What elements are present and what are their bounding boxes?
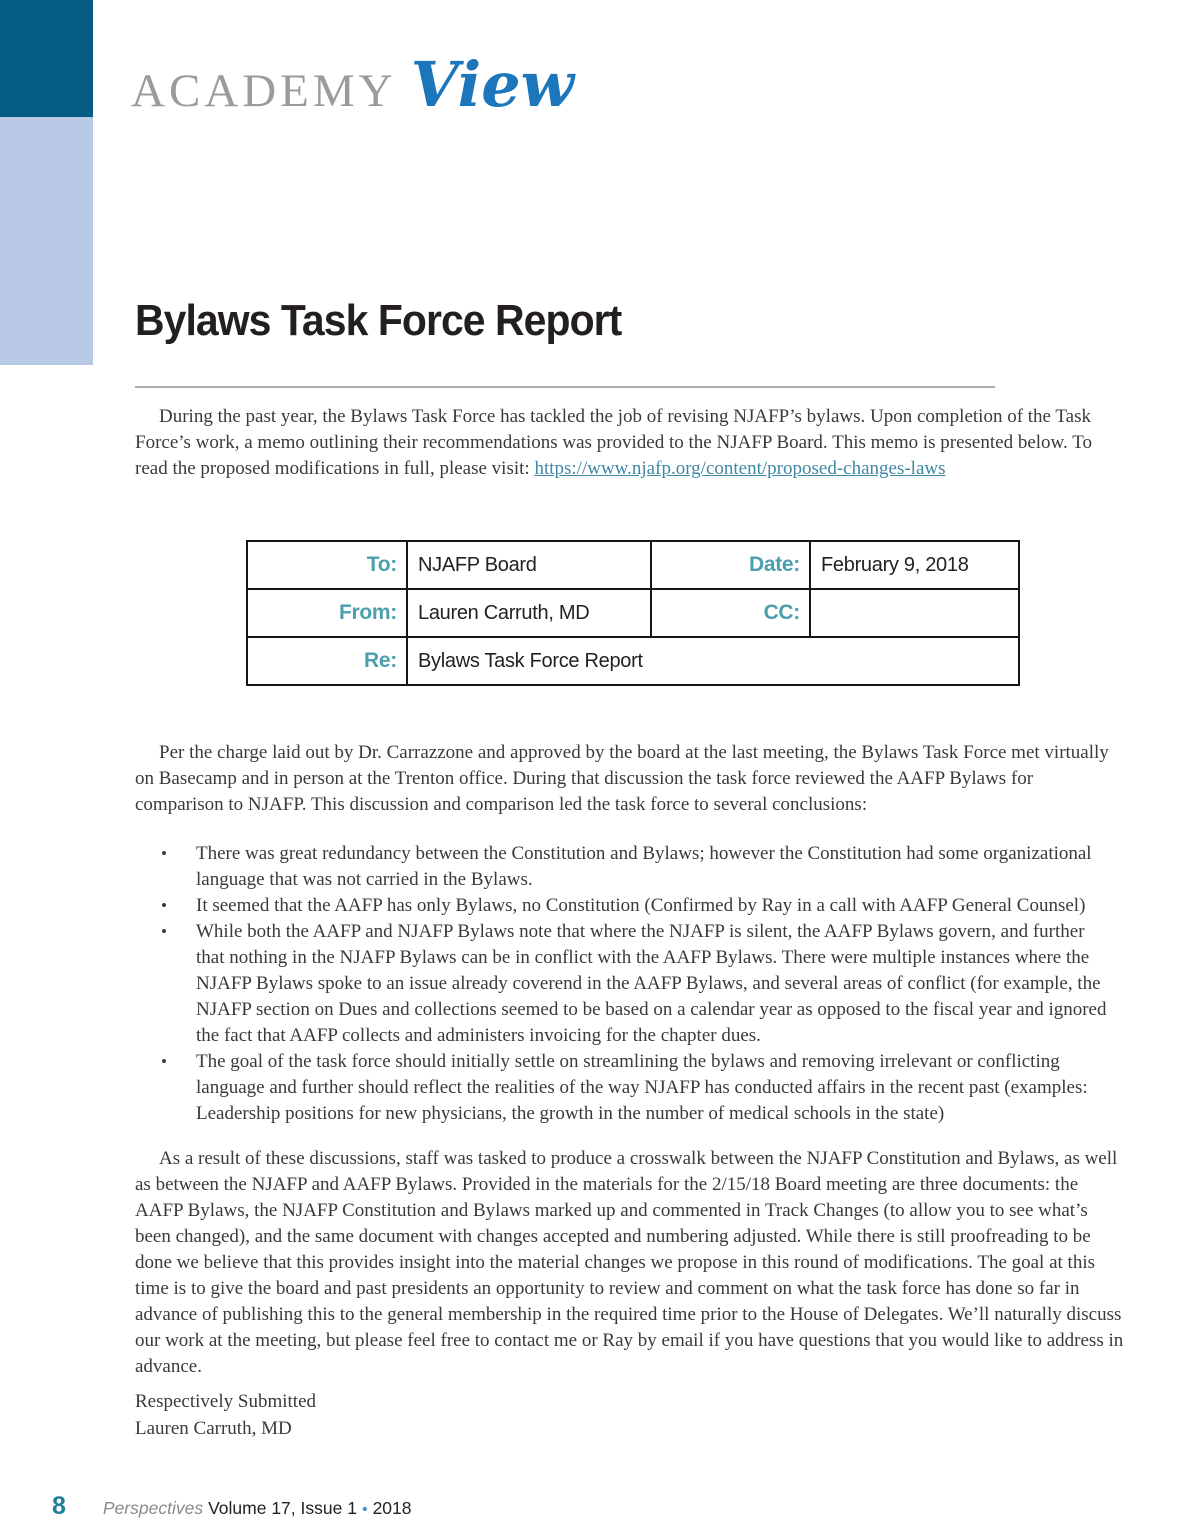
list-item-text: There was great redundancy between the C… — [196, 843, 1092, 890]
list-item-text: The goal of the task force should initia… — [196, 1051, 1088, 1124]
result-paragraph: As a result of these discussions, staff … — [135, 1148, 1124, 1377]
memo-cc-value — [809, 588, 1020, 638]
list-item: • There was great redundancy between the … — [159, 841, 1115, 893]
masthead-academy-text: ACADEMY — [131, 65, 397, 117]
footer-year: 2018 — [372, 1498, 412, 1518]
footer-dot-icon: • — [361, 1501, 368, 1518]
sidebar-accent-light — [0, 117, 93, 365]
proposed-changes-link[interactable]: https://www.njafp.org/content/proposed-c… — [534, 458, 946, 479]
title-divider — [135, 386, 995, 388]
memo-row-from-cc: From: Lauren Carruth, MD CC: — [246, 588, 1020, 638]
magazine-name: Perspectives — [102, 1498, 204, 1518]
list-item: • While both the AAFP and NJAFP Bylaws no… — [159, 919, 1115, 1049]
list-item-text: While both the AAFP and NJAFP Bylaws not… — [196, 921, 1107, 1046]
memo-row-re: Re: Bylaws Task Force Report — [246, 636, 1020, 686]
intro-paragraph: During the past year, the Bylaws Task Fo… — [135, 404, 1117, 482]
signature-name: Lauren Carruth, MD — [135, 1418, 292, 1439]
page-number: 8 — [52, 1492, 66, 1520]
memo-re-value: Bylaws Task Force Report — [406, 636, 1020, 686]
memo-date-value: February 9, 2018 — [809, 540, 1020, 590]
bullet-icon: • — [161, 844, 167, 863]
memo-from-value: Lauren Carruth, MD — [406, 588, 652, 638]
list-item: • It seemed that the AAFP has only Bylaws… — [159, 893, 1115, 919]
masthead-logo: ACADEMY View — [131, 48, 574, 121]
page-footer: 8 Perspectives Volume 17, Issue 1 • 2018 — [52, 1492, 412, 1521]
masthead-view-text: View — [410, 48, 575, 121]
signature-block: Respectively Submitted Lauren Carruth, M… — [135, 1388, 316, 1442]
page-title: Bylaws Task Force Report — [135, 296, 622, 345]
bullet-icon: • — [161, 922, 167, 941]
conclusions-list: • There was great redundancy between the … — [159, 841, 1115, 1127]
bullet-icon: • — [161, 896, 167, 915]
issue-text: Volume 17, Issue 1 — [208, 1498, 357, 1518]
memo-date-label: Date: — [650, 540, 811, 590]
intro-text: During the past year, the Bylaws Task Fo… — [135, 406, 1092, 479]
list-item: • The goal of the task force should initi… — [159, 1049, 1115, 1127]
memo-to-label: To: — [246, 540, 408, 590]
memo-from-label: From: — [246, 588, 408, 638]
bullet-icon: • — [161, 1052, 167, 1071]
memo-cc-label: CC: — [650, 588, 811, 638]
memo-row-to-date: To: NJAFP Board Date: February 9, 2018 — [246, 540, 1020, 590]
memo-to-value: NJAFP Board — [406, 540, 652, 590]
list-item-text: It seemed that the AAFP has only Bylaws,… — [196, 895, 1086, 916]
memo-table: To: NJAFP Board Date: February 9, 2018 F… — [246, 540, 1020, 686]
sidebar-accent-dark — [0, 0, 93, 117]
footer-issue-line: Perspectives Volume 17, Issue 1 • 2018 — [103, 1498, 412, 1519]
signature-closing: Respectively Submitted — [135, 1391, 317, 1412]
charge-paragraph: Per the charge laid out by Dr. Carrazzon… — [135, 742, 1109, 815]
memo-re-label: Re: — [246, 636, 408, 686]
